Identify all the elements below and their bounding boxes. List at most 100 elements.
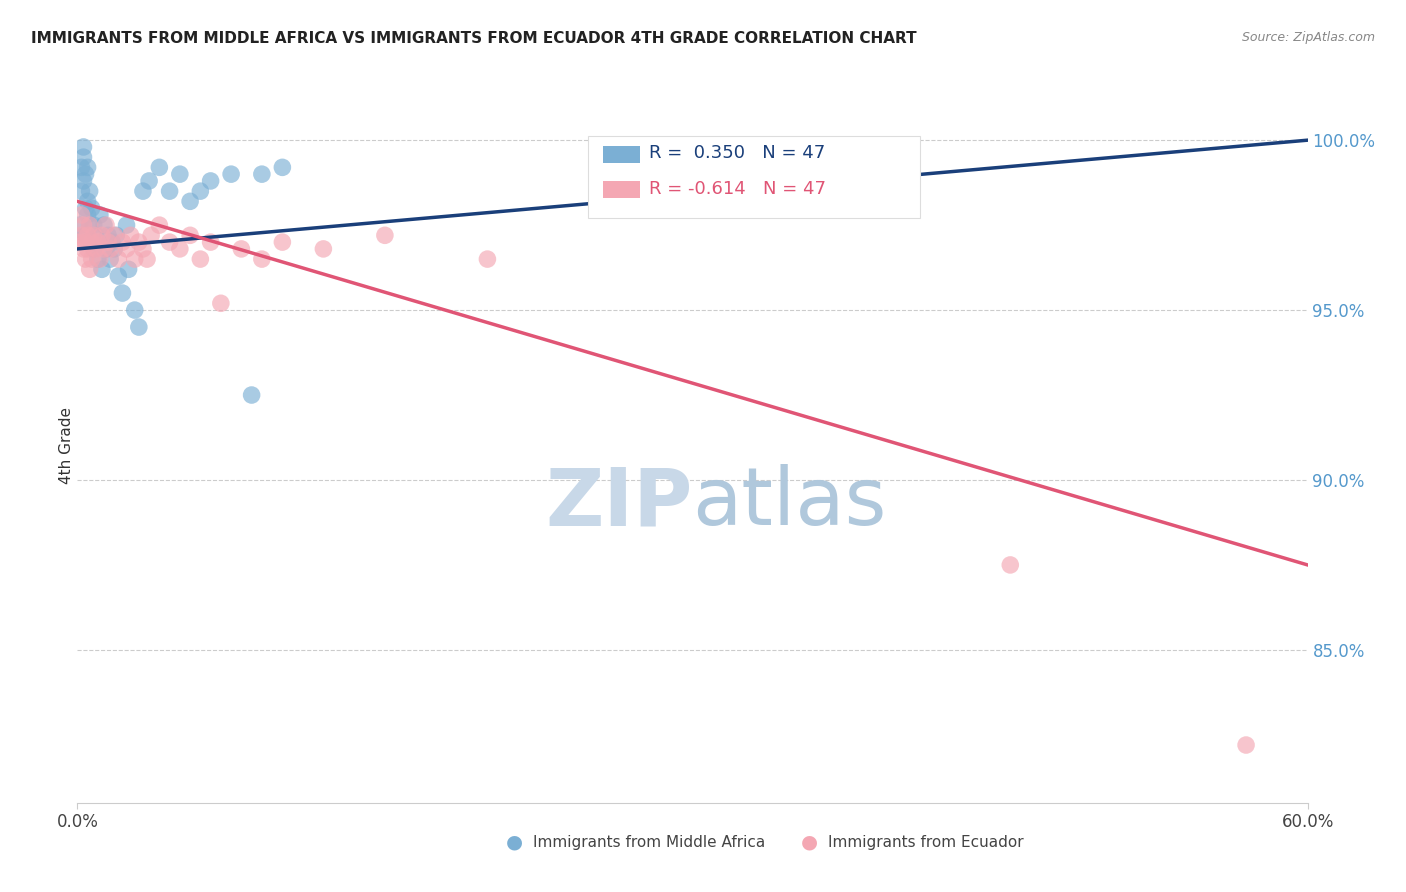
Point [250, 252, 273, 266]
Point [107, 252, 129, 266]
Point [70, 228, 93, 243]
Point [83, 228, 105, 243]
Point [72, 150, 94, 164]
Point [136, 252, 159, 266]
Point [219, 167, 242, 181]
Point [179, 228, 201, 243]
Point [80, 235, 103, 249]
Point [83, 242, 105, 256]
Point [93, 242, 115, 256]
Point [111, 286, 134, 301]
Point [124, 303, 146, 318]
Point [132, 242, 155, 256]
Point [188, 184, 212, 198]
Text: ZIP: ZIP [546, 464, 693, 542]
Point [75, 252, 97, 266]
Y-axis label: 4th Grade: 4th Grade [59, 408, 73, 484]
Point [76, 194, 98, 209]
Point [138, 174, 160, 188]
Point [87, 235, 110, 249]
Point [120, 228, 142, 243]
Point [67, 235, 90, 249]
Point [75, 201, 97, 215]
Point [76, 161, 98, 175]
Point [70, 184, 93, 198]
Point [80, 235, 103, 249]
Point [83, 218, 105, 232]
Point [115, 218, 138, 232]
Point [101, 235, 124, 249]
Point [200, 174, 222, 188]
Point [98, 252, 121, 266]
Text: Source: ZipAtlas.com: Source: ZipAtlas.com [1241, 31, 1375, 45]
Point [188, 252, 212, 266]
Point [80, 252, 103, 266]
Point [240, 388, 263, 402]
Point [179, 194, 201, 209]
Point [75, 235, 97, 249]
Point [84, 242, 107, 256]
Point [141, 228, 163, 243]
Point [231, 242, 253, 256]
Point [79, 218, 101, 232]
Text: Immigrants from Middle Africa: Immigrants from Middle Africa [533, 835, 765, 849]
Point [312, 242, 335, 256]
Point [72, 174, 94, 188]
Point [98, 242, 121, 256]
Bar [603, 145, 640, 162]
Point [72, 242, 94, 256]
Point [75, 167, 97, 181]
Point [103, 228, 125, 243]
Point [128, 320, 150, 334]
Point [97, 235, 120, 249]
Point [1000, 558, 1022, 572]
Point [70, 208, 93, 222]
Point [148, 161, 170, 175]
Point [200, 235, 222, 249]
Point [90, 228, 114, 243]
Point [132, 184, 155, 198]
Point [87, 252, 110, 266]
Point [97, 228, 120, 243]
Bar [603, 181, 640, 198]
Point [271, 161, 294, 175]
Point [117, 262, 139, 277]
Point [1234, 738, 1257, 752]
Point [94, 218, 117, 232]
Point [271, 235, 294, 249]
Point [169, 242, 191, 256]
Point [90, 262, 114, 277]
Text: Immigrants from Ecuador: Immigrants from Ecuador [828, 835, 1024, 849]
Point [72, 140, 94, 154]
FancyBboxPatch shape [588, 136, 920, 218]
Point [84, 228, 107, 243]
Text: ●: ● [801, 832, 818, 852]
Point [70, 161, 93, 175]
Point [159, 184, 181, 198]
Point [76, 228, 98, 243]
Point [148, 218, 170, 232]
Point [115, 242, 138, 256]
Point [94, 242, 117, 256]
Point [79, 184, 101, 198]
Point [79, 262, 101, 277]
Point [107, 269, 129, 284]
Point [103, 242, 125, 256]
Text: ●: ● [506, 832, 523, 852]
Point [111, 235, 134, 249]
Point [93, 218, 115, 232]
Point [72, 218, 94, 232]
Point [169, 167, 191, 181]
Text: IMMIGRANTS FROM MIDDLE AFRICA VS IMMIGRANTS FROM ECUADOR 4TH GRADE CORRELATION C: IMMIGRANTS FROM MIDDLE AFRICA VS IMMIGRA… [31, 31, 917, 46]
Text: atlas: atlas [693, 464, 887, 542]
Text: R =  0.350   N = 47: R = 0.350 N = 47 [650, 145, 825, 162]
Point [76, 208, 98, 222]
Point [89, 252, 111, 266]
Point [128, 235, 150, 249]
Point [209, 296, 232, 310]
Point [67, 218, 90, 232]
Point [76, 242, 98, 256]
Point [79, 218, 101, 232]
Point [75, 228, 97, 243]
Point [477, 252, 499, 266]
